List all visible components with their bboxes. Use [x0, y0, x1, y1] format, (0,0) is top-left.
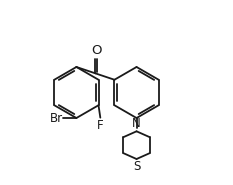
Text: Br: Br: [50, 112, 63, 125]
Text: F: F: [97, 120, 104, 132]
Text: N: N: [132, 117, 141, 130]
Text: S: S: [133, 160, 140, 173]
Text: O: O: [91, 44, 101, 57]
